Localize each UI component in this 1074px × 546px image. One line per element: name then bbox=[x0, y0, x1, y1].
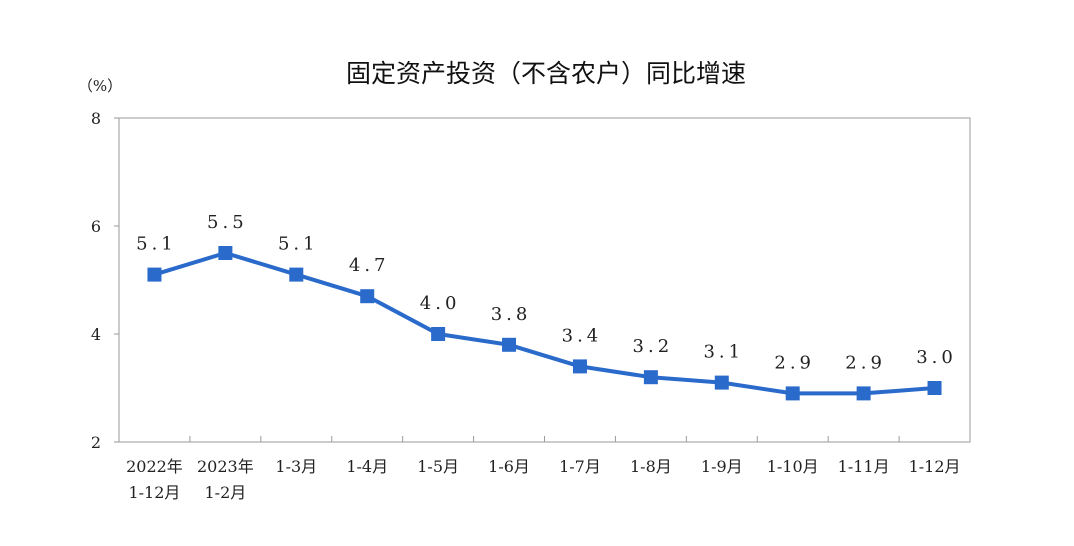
data-label: 4.7 bbox=[349, 255, 390, 276]
data-point-marker bbox=[714, 375, 729, 390]
x-tick-label: 1-8月 bbox=[630, 457, 672, 476]
x-tick-label: 1-4月 bbox=[346, 457, 388, 476]
x-tick-label: 1-5月 bbox=[417, 457, 459, 476]
data-label: 5.1 bbox=[278, 234, 319, 255]
x-tick-label: 1-11月 bbox=[838, 457, 890, 476]
x-tick-label: 1-3月 bbox=[275, 457, 317, 476]
data-label: 5.1 bbox=[136, 234, 177, 255]
y-tick-label: 6 bbox=[91, 217, 101, 236]
data-label: 3.4 bbox=[562, 325, 603, 346]
x-tick-label: 1-10月 bbox=[767, 457, 819, 476]
series-line-group bbox=[147, 246, 942, 401]
x-tick-label: 1-9月 bbox=[701, 457, 743, 476]
data-point-marker bbox=[572, 359, 587, 374]
x-tick-label: 1-7月 bbox=[559, 457, 601, 476]
x-tick-label: 1-6月 bbox=[488, 457, 530, 476]
data-point-marker bbox=[856, 386, 871, 401]
y-tick-label: 4 bbox=[91, 325, 101, 344]
data-label: 3.1 bbox=[703, 342, 744, 363]
x-tick-label: 2022年 1-12月 bbox=[126, 457, 183, 502]
x-axis-ticks: 2022年 1-12月 2023年 1-2月 1-3月 1-4月 1-5月 1-6月 1-7月 1… bbox=[126, 436, 961, 502]
series-line bbox=[152, 251, 937, 396]
data-point-marker bbox=[147, 267, 162, 282]
y-axis-unit-label: （%） bbox=[78, 77, 122, 95]
data-point-marker bbox=[360, 289, 375, 304]
x-tick-label: 2023年 1-2月 bbox=[197, 457, 254, 502]
data-point-marker bbox=[785, 386, 800, 401]
data-labels: 5.1 5.5 5.1 4.7 4.0 3.8 3.4 3.2 3.1 2.9 2.9 3.0 bbox=[136, 212, 957, 373]
data-label: 3.8 bbox=[491, 304, 532, 325]
y-tick-label: 2 bbox=[91, 433, 101, 452]
y-axis-ticks: 2 4 6 8 bbox=[91, 109, 119, 452]
data-point-marker bbox=[643, 370, 658, 385]
data-label: 5.5 bbox=[207, 212, 248, 233]
data-point-marker bbox=[218, 246, 233, 260]
x-tick-label: 1-12月 bbox=[909, 457, 961, 476]
data-point-marker bbox=[431, 327, 446, 341]
chart-title: 固定资产投资（不含农户）同比增速 bbox=[346, 59, 746, 88]
data-label: 4.0 bbox=[420, 293, 461, 314]
data-label: 2.9 bbox=[774, 352, 815, 373]
y-tick-label: 8 bbox=[91, 109, 101, 128]
data-point-marker bbox=[289, 267, 304, 282]
data-label: 3.2 bbox=[633, 336, 674, 357]
data-point-marker bbox=[502, 337, 517, 352]
data-label: 2.9 bbox=[845, 352, 886, 373]
data-label: 3.0 bbox=[916, 347, 957, 368]
data-point-marker bbox=[927, 381, 942, 395]
